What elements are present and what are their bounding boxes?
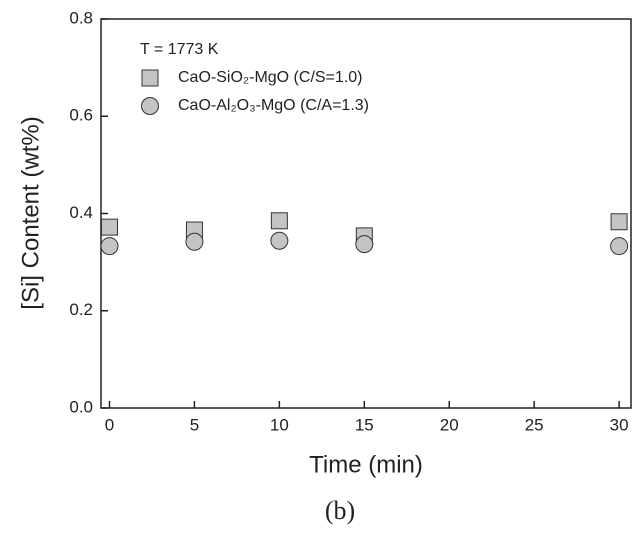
x-tick-label: 10 bbox=[270, 415, 289, 434]
legend-label: CaO-SiO₂-MgO (C/S=1.0) bbox=[178, 69, 362, 86]
y-tick-label: 0.4 bbox=[69, 203, 93, 222]
legend-label: CaO-Al₂O₃-MgO (C/A=1.3) bbox=[178, 97, 369, 114]
y-tick-label: 0.8 bbox=[69, 8, 93, 27]
x-tick-label: 5 bbox=[190, 415, 199, 434]
x-tick-label: 0 bbox=[105, 415, 114, 434]
data-point bbox=[185, 232, 204, 251]
x-tick-label: 25 bbox=[525, 415, 544, 434]
x-tick-label: 20 bbox=[440, 415, 459, 434]
legend-marker bbox=[141, 69, 159, 87]
panel-label: (b) bbox=[325, 496, 355, 525]
x-axis-title: Time (min) bbox=[309, 451, 423, 478]
legend-marker bbox=[141, 97, 159, 115]
data-point bbox=[355, 235, 374, 254]
y-axis-title: [Si] Content (wt%) bbox=[17, 116, 44, 309]
x-tick-label: 15 bbox=[355, 415, 374, 434]
y-tick-label: 0.0 bbox=[69, 397, 93, 416]
data-point bbox=[270, 231, 289, 250]
data-point bbox=[610, 237, 629, 256]
data-point bbox=[100, 237, 119, 256]
data-point bbox=[270, 212, 288, 230]
data-point bbox=[610, 213, 628, 231]
annotation: T = 1773 K bbox=[140, 41, 219, 58]
data-point bbox=[100, 218, 118, 236]
y-tick-label: 0.2 bbox=[69, 300, 93, 319]
x-tick-label: 30 bbox=[610, 415, 629, 434]
y-tick-label: 0.6 bbox=[69, 106, 93, 125]
